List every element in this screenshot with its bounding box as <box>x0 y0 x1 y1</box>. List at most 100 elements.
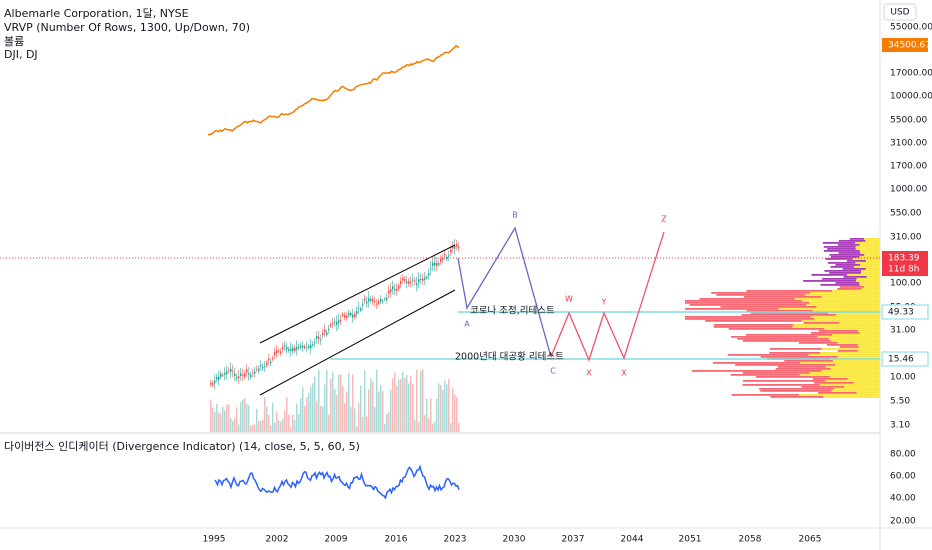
candle <box>422 278 424 281</box>
profile-down <box>775 368 831 370</box>
volume-bar <box>332 372 334 432</box>
profile-up <box>837 356 880 358</box>
wave-label: W <box>565 295 573 304</box>
candle <box>410 281 412 283</box>
profile-up <box>812 310 880 312</box>
candle <box>222 374 224 376</box>
volume-bar <box>450 423 452 432</box>
profile-up <box>865 240 880 242</box>
volume-bar <box>216 403 218 432</box>
profile-up <box>833 388 880 390</box>
candle <box>454 245 456 249</box>
profile-up <box>830 340 880 342</box>
profile-up <box>865 260 880 262</box>
volume-bar <box>284 410 286 432</box>
candle <box>346 315 348 318</box>
volume-bar <box>210 399 212 432</box>
profile-down <box>818 330 858 332</box>
candle <box>312 343 314 345</box>
candle <box>320 339 322 341</box>
candle <box>248 373 250 375</box>
profile-down <box>830 256 860 258</box>
currency-label[interactable]: USD <box>890 8 909 18</box>
volume-bar <box>410 375 412 432</box>
indicator-label: 60.00 <box>890 472 916 482</box>
time-label: 2051 <box>679 535 702 545</box>
profile-up <box>855 246 880 248</box>
volume-bar <box>412 383 414 432</box>
volume-bar <box>280 421 282 432</box>
profile-up <box>799 374 880 376</box>
profile-down <box>838 252 861 254</box>
retest-tag-bg <box>881 351 929 367</box>
volume-bar <box>448 378 450 432</box>
candle <box>286 347 288 350</box>
candle <box>264 366 266 368</box>
profile-up <box>855 242 880 244</box>
volume-bar <box>408 383 410 432</box>
profile-down <box>712 362 801 364</box>
legend-volume: 볼륨 <box>4 35 24 48</box>
wave-abc <box>457 226 552 358</box>
profile-down <box>728 328 825 330</box>
profile-down <box>835 264 861 266</box>
legend-compare: DJI, DJ <box>4 48 38 61</box>
currency-button[interactable] <box>883 3 917 21</box>
volume-bar <box>428 418 430 432</box>
profile-down <box>737 338 829 340</box>
candle <box>244 373 246 377</box>
countdown-tag: 11d 8h <box>888 265 919 275</box>
candle <box>428 273 430 276</box>
time-label: 2037 <box>562 535 585 545</box>
profile-down <box>812 378 848 380</box>
price-label: 1700.00 <box>890 162 927 172</box>
candle <box>304 346 306 349</box>
profile-down <box>742 340 831 342</box>
time-label: 2009 <box>325 535 348 545</box>
profile-up <box>825 366 880 368</box>
profile-down <box>711 292 811 294</box>
profile-up <box>860 252 880 254</box>
volume-bar <box>266 406 268 432</box>
candle <box>416 283 418 286</box>
profile-up <box>819 384 880 386</box>
profile-up <box>837 342 880 344</box>
candle <box>224 372 226 375</box>
profile-down <box>838 244 860 246</box>
profile-up <box>859 256 880 258</box>
channel-bottom <box>259 289 456 396</box>
candle <box>404 278 406 281</box>
volume-bar <box>274 422 276 432</box>
profile-down <box>825 258 853 260</box>
profile-down <box>716 294 805 296</box>
profile-down <box>731 394 799 396</box>
profile-up <box>861 270 880 272</box>
candle <box>362 304 364 306</box>
profile-down <box>784 360 833 362</box>
candle <box>432 262 434 267</box>
profile-down <box>769 352 820 354</box>
profile-down <box>685 318 815 320</box>
volume-bar <box>364 370 366 432</box>
volume-bar <box>292 414 294 432</box>
profile-down <box>713 326 793 328</box>
candle <box>414 280 416 282</box>
profile-up <box>828 338 880 340</box>
volume-bar <box>226 404 228 432</box>
candle <box>336 322 338 325</box>
candle <box>216 377 218 380</box>
profile-up <box>839 322 880 324</box>
candle <box>218 376 220 380</box>
profile-up <box>835 314 880 316</box>
retest-tag-bg <box>881 304 929 320</box>
candle <box>226 371 228 375</box>
volume-bar <box>386 413 388 432</box>
profile-up <box>864 254 880 256</box>
profile-up <box>817 336 880 338</box>
profile-down <box>810 332 860 334</box>
profile-up <box>865 268 880 270</box>
candle <box>298 346 300 348</box>
volume-bar <box>232 420 234 432</box>
volume-bar <box>298 413 300 432</box>
